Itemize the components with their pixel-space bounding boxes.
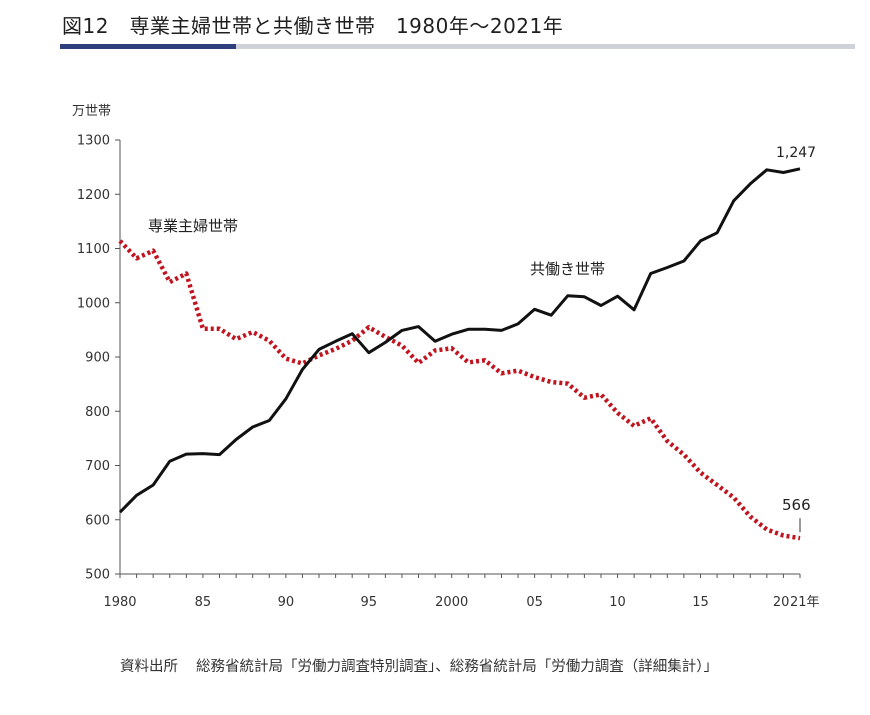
y-tick-label: 1100	[77, 242, 110, 257]
y-tick-label: 1300	[77, 134, 110, 149]
y-tick-label: 1000	[77, 296, 110, 311]
y-tick-label: 1200	[77, 188, 110, 203]
source-note: 資料出所 総務省統計局「労働力調査特別調査」、総務省統計局「労働力調査（詳細集計…	[120, 655, 840, 679]
y-tick-label: 900	[85, 351, 110, 366]
source-label: 資料出所	[120, 659, 178, 675]
y-tick-label: 500	[85, 568, 110, 583]
data-label: 566	[782, 496, 811, 514]
x-tick-label: 85	[195, 595, 212, 610]
page-title: 図12 専業主婦世帯と共働き世帯 1980年～2021年	[62, 14, 564, 38]
x-tick-label: 15	[692, 595, 709, 610]
source-text: 総務省統計局「労働力調査特別調査」、総務省統計局「労働力調査（詳細集計）」	[196, 659, 718, 675]
series-line-housewife	[118, 239, 801, 541]
x-tick-label: 20	[773, 595, 790, 610]
x-tick-label: 95	[361, 595, 378, 610]
y-tick-label: 800	[85, 405, 110, 420]
series-name-label: 専業主婦世帯	[148, 217, 238, 235]
chart-ticks: 500 600 700 800 900 1000 1100 1200 1300 1980 85 90 9…	[77, 134, 820, 611]
chart-series	[118, 167, 801, 541]
data-label: 1,247	[776, 145, 816, 161]
title-rule	[60, 44, 855, 49]
x-tick-label: 90	[278, 595, 295, 610]
x-tick-label: 05	[526, 595, 543, 610]
x-tick-label: 1980	[103, 595, 136, 610]
title-rule-accent	[60, 44, 236, 49]
y-tick-label: 600	[85, 513, 110, 528]
series-name-label: 共働き世帯	[530, 260, 605, 278]
x-tick-label: 10	[609, 595, 626, 610]
x-tick-label: 2000	[435, 595, 468, 610]
y-axis-title: 万世帯	[72, 104, 111, 119]
series-line-dual-income	[118, 167, 801, 514]
y-tick-label: 700	[85, 459, 110, 474]
x-tick-label: 21年	[790, 595, 820, 610]
